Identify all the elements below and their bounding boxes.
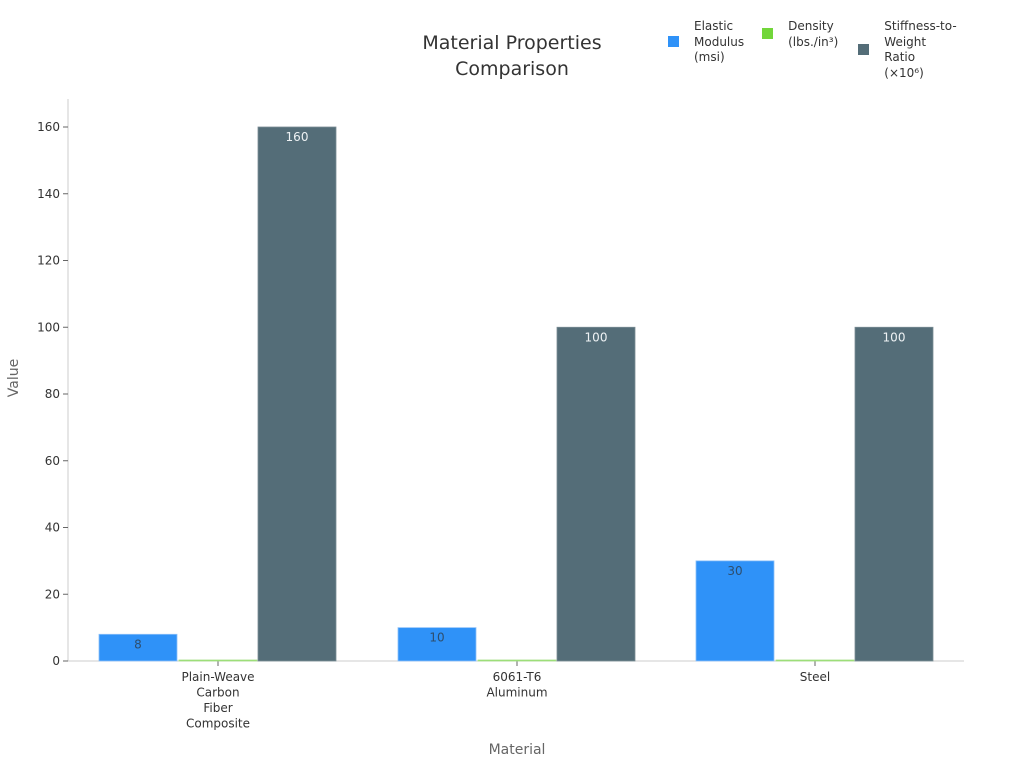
bar-density — [775, 659, 855, 662]
legend-label: Density (lbs./in³) — [788, 19, 839, 49]
x-tick-label: Steel — [800, 670, 830, 684]
bar-elastic-modulus — [397, 627, 477, 662]
legend-item-elastic-modulus[interactable]: Elastic Modulus (msi) — [668, 19, 744, 81]
x-tick-label: Plain-Weave Carbon Fiber Composite — [181, 670, 254, 731]
chart-legend: Elastic Modulus (msi) Density (lbs./in³)… — [668, 19, 957, 81]
y-tick-label: 80 — [45, 387, 60, 401]
x-axis-title: Material — [488, 742, 546, 758]
bar-value-label: 160 — [286, 130, 309, 144]
bar-value-label: 100 — [883, 330, 906, 344]
y-tick-label: 120 — [37, 254, 60, 268]
bar-stiffness-to-weight — [556, 326, 636, 662]
bar-density — [178, 659, 258, 662]
bar-value-label: 8 — [134, 637, 142, 651]
legend-swatch-icon — [858, 44, 870, 55]
bar-value-label: 100 — [585, 330, 608, 344]
bar-value-label: 10 — [429, 631, 444, 645]
chart-title: Material Properties Comparison — [422, 32, 602, 80]
legend-swatch-icon — [668, 36, 679, 47]
legend-item-density[interactable]: Density (lbs./in³) — [762, 19, 838, 81]
legend-item-stiffness-to-weight[interactable]: Stiffness-to- Weight Ratio (×10⁶) — [858, 19, 957, 81]
bar-elastic-modulus — [695, 560, 775, 662]
x-tick-label: 6061-T6 Aluminum — [486, 670, 547, 700]
y-tick-label: 20 — [45, 587, 60, 601]
bar-density — [477, 659, 557, 662]
bar-stiffness-to-weight — [257, 126, 337, 662]
y-tick-label: 0 — [52, 654, 60, 668]
y-tick-label: 40 — [45, 521, 60, 535]
y-tick-label: 60 — [45, 454, 60, 468]
y-tick-label: 140 — [37, 187, 60, 201]
legend-label: Elastic Modulus (msi) — [694, 19, 745, 64]
bar-value-label: 30 — [727, 564, 742, 578]
y-tick-label: 160 — [37, 120, 60, 134]
bar-stiffness-to-weight — [854, 326, 934, 662]
y-tick-label: 100 — [37, 320, 60, 334]
legend-swatch-icon — [762, 28, 774, 39]
bar-elastic-modulus — [98, 633, 178, 662]
legend-label: Stiffness-to- Weight Ratio (×10⁶) — [884, 19, 957, 80]
